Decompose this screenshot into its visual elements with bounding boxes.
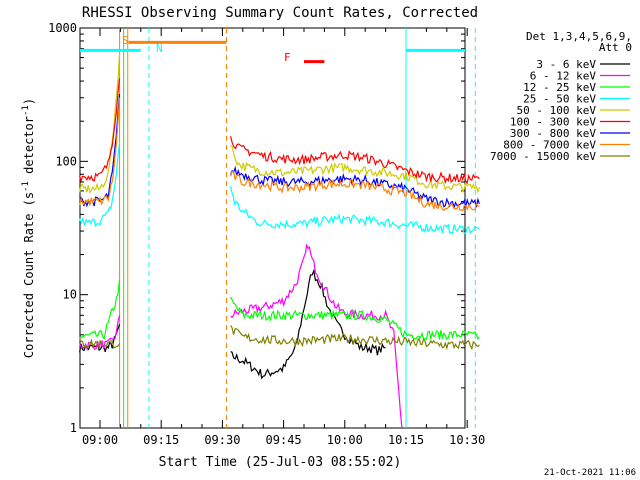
x-tick-label-0: 09:00 — [82, 433, 118, 447]
y-axis-label: Corrected Count Rate (s-1 detector-1) — [21, 98, 36, 358]
flag-bars — [80, 40, 465, 64]
plot-frame — [79, 27, 466, 429]
x-tick-label-1: 09:15 — [143, 433, 179, 447]
legend-header-line-2: Att 0 — [599, 41, 632, 54]
x-tick-labels: 09:00 09:15 09:30 09:45 10:00 10:15 10:30 — [82, 433, 485, 447]
annotation-n: N — [156, 42, 163, 55]
series-line-6-12-kev-seg1 — [230, 243, 403, 429]
legend-label-5: 100 - 300 keV — [510, 116, 596, 129]
series-line-25-50-kev-seg0 — [79, 141, 121, 228]
series-line-800-7000-kev-seg1 — [230, 170, 480, 212]
series-line-100-300-kev-seg0 — [79, 78, 121, 184]
axis-ticks — [80, 27, 468, 429]
series-line-12-25-kev-seg0 — [79, 279, 121, 341]
vertical-lines — [119, 28, 476, 428]
series-line-7000-15000-kev-seg0 — [79, 338, 121, 350]
legend-label-2: 12 - 25 keV — [523, 81, 596, 94]
x-axis-label: Start Time (25-Jul-03 08:55:02) — [159, 455, 402, 470]
legend-label-3: 25 - 50 keV — [523, 93, 596, 106]
legend-label-7: 800 - 7000 keV — [503, 139, 596, 152]
series-line-7000-15000-kev-seg1 — [230, 325, 480, 351]
series-line-25-50-kev-seg1 — [230, 185, 480, 235]
x-tick-label-5: 10:15 — [388, 433, 424, 447]
chart-title: RHESSI Observing Summary Count Rates, Co… — [82, 5, 478, 21]
y-tick-label-2: 100 — [55, 154, 77, 168]
series-line-50-100-kev-seg1 — [230, 145, 480, 194]
y-tick-label-1: 10 — [63, 288, 77, 302]
timestamp: 21-Oct-2021 11:06 — [544, 468, 636, 478]
series-line-800-7000-kev-seg0 — [79, 97, 121, 206]
x-tick-label-3: 09:45 — [266, 433, 302, 447]
series-line-3-6-kev-seg1 — [230, 268, 386, 380]
legend-label-6: 300 - 800 keV — [510, 127, 596, 140]
series-line-12-25-kev-seg1 — [230, 296, 480, 341]
annotation-s: S — [122, 34, 129, 47]
legend-label-8: 7000 - 15000 keV — [490, 150, 596, 163]
legend-label-0: 3 - 6 keV — [536, 58, 596, 71]
series-line-100-300-kev-seg1 — [230, 136, 480, 185]
series-lines — [79, 52, 480, 429]
y-axis-label-sup1: -1 — [21, 181, 31, 192]
x-tick-label-4: 10:00 — [327, 433, 363, 447]
y-tick-labels: 1 10 100 1000 — [48, 21, 77, 435]
y-axis-label-end: ) — [22, 98, 36, 105]
series-line-300-800-kev-seg1 — [230, 165, 480, 210]
legend-label-1: 6 - 12 keV — [530, 70, 597, 83]
y-tick-label-0: 1 — [70, 421, 77, 435]
legend-header-line-1: Det 1,3,4,5,6,9, — [526, 30, 632, 43]
y-axis-label-main: Corrected Count Rate (s — [22, 192, 36, 358]
annotation-f: F — [284, 51, 291, 64]
legend-label-4: 50 - 100 keV — [517, 104, 597, 117]
y-axis-label-sup2: -1 — [21, 105, 31, 116]
x-tick-label-2: 09:30 — [204, 433, 240, 447]
y-tick-label-3: 1000 — [48, 21, 77, 35]
y-axis-label-mid: detector — [22, 116, 36, 181]
x-tick-label-6: 10:30 — [449, 433, 485, 447]
